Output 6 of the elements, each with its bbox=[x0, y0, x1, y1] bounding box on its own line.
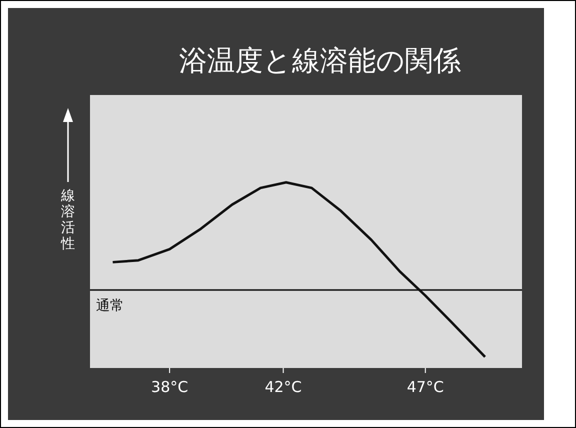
ref-line-label: 通常 bbox=[96, 298, 124, 314]
x-tick-label: 38°C bbox=[151, 378, 188, 396]
chart-title: 浴温度と線溶能の関係 bbox=[179, 44, 461, 77]
y-axis-title: 線溶活性 bbox=[60, 188, 75, 252]
x-tick-label: 42°C bbox=[264, 378, 302, 396]
x-tick-label: 47°C bbox=[406, 378, 444, 396]
